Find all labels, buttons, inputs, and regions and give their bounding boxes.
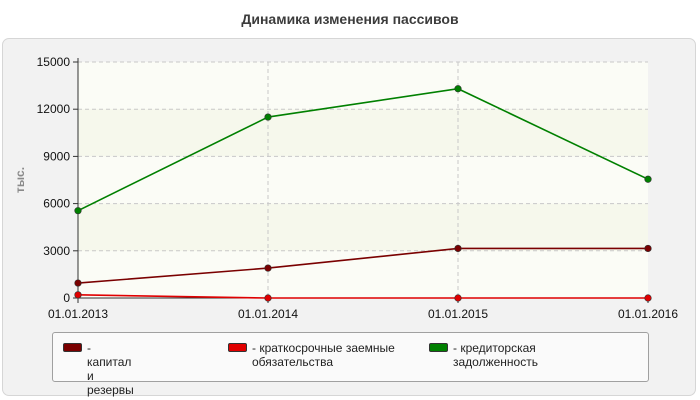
data-point: [644, 175, 652, 183]
data-point: [454, 244, 462, 253]
data-point: [74, 279, 82, 287]
plot-band: [78, 109, 648, 157]
y-tick-label: 0: [63, 291, 70, 305]
plot-background: [78, 62, 648, 298]
y-tick-label: 15000: [37, 55, 71, 69]
data-point: [454, 294, 462, 302]
legend-swatch-capital: [63, 343, 82, 352]
y-tick-label: 3000: [43, 244, 70, 258]
x-tick-label: 01.01.2014: [238, 307, 298, 321]
data-point: [74, 291, 82, 299]
legend-label-payables: - кредиторская задолженность: [453, 341, 538, 369]
legend-swatch-payables: [429, 343, 448, 352]
data-point: [454, 85, 462, 93]
data-point: [264, 294, 272, 302]
legend-label-short-term-loans: - краткосрочные заемные обязательства: [252, 341, 395, 369]
data-point: [264, 264, 272, 272]
x-tick-label: 01.01.2016: [618, 307, 678, 321]
x-tick-label: 01.01.2013: [48, 307, 108, 321]
legend: - капитал и резервы - краткосрочные заем…: [52, 332, 649, 397]
series-line-1: [77, 294, 648, 299]
plot-band: [78, 203, 648, 251]
series-line-0: [77, 247, 648, 284]
x-tick-label: 01.01.2015: [428, 307, 488, 321]
chart-title: Динамика изменения пассивов: [241, 11, 459, 27]
data-point: [264, 113, 272, 121]
data-point: [644, 294, 652, 302]
y-axis-label: тыс.: [13, 167, 27, 193]
data-point: [644, 244, 652, 253]
data-point: [74, 207, 82, 215]
series-line-2: [77, 87, 649, 212]
legend-label-capital: - капитал и резервы: [87, 341, 134, 397]
legend-swatch-short-term-loans: [228, 343, 247, 352]
y-tick-label: 12000: [37, 102, 71, 116]
y-tick-label: 9000: [43, 149, 70, 163]
y-tick-label: 6000: [43, 197, 70, 211]
